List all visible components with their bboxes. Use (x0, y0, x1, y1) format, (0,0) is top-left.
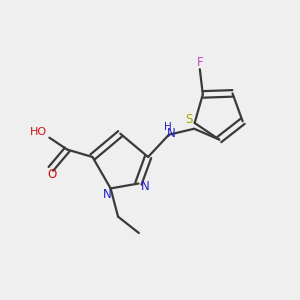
Text: N: N (103, 188, 112, 202)
Text: N: N (167, 127, 176, 140)
Text: O: O (47, 168, 56, 181)
Text: HO: HO (30, 127, 47, 137)
Text: S: S (186, 113, 193, 126)
Text: F: F (197, 56, 204, 69)
Text: H: H (164, 122, 171, 132)
Text: N: N (141, 180, 149, 193)
